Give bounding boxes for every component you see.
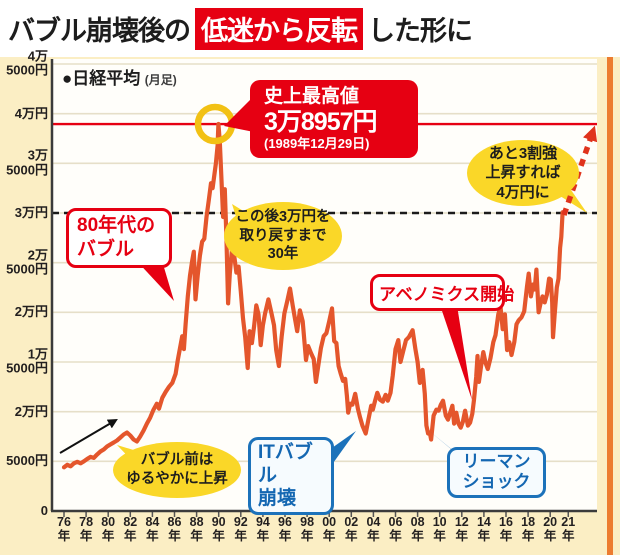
- recover-30y-bubble: この後3万円を 取り戻すまで 30年: [224, 202, 342, 270]
- x-tick-label: 86 年: [167, 515, 182, 544]
- x-tick-label: 92 年: [233, 515, 248, 544]
- recover-line3: 30年: [267, 246, 299, 263]
- bubble-80s-line2: バブル: [77, 238, 135, 260]
- bubble-80s-line1: 80年代の: [77, 215, 156, 236]
- x-tick-label: 06 年: [388, 515, 403, 544]
- record-high-title: 史上最高値: [264, 86, 360, 107]
- pre-bubble-trend-arrow-icon: [59, 418, 118, 454]
- title-bar: バブル崩壊後の 低迷から反転 した形に: [0, 0, 620, 57]
- x-tick-label: 04 年: [366, 515, 381, 544]
- x-tick-label: 10 年: [432, 515, 447, 544]
- x-tick-label: 78 年: [79, 515, 94, 544]
- abenomics-label: アベノミクス開始: [379, 285, 515, 304]
- it-bubble-line2: 崩壊: [258, 487, 297, 509]
- y-tick-label: 3万円: [14, 204, 48, 220]
- pre-bubble-line1: バブル前は: [140, 452, 214, 469]
- series-interval: (月足): [144, 73, 177, 87]
- bubble-80s-callout: 80年代の バブル: [66, 208, 172, 268]
- record-high-callout: 史上最高値 3万8957円 (1989年12月29日): [250, 80, 418, 158]
- y-tick-label: 0: [40, 502, 48, 518]
- x-tick-label: 98 年: [300, 515, 315, 544]
- abenomics-callout: アベノミクス開始: [370, 274, 514, 311]
- x-tick-label: 08 年: [410, 515, 425, 544]
- lehman-callout: リーマン ショック: [447, 447, 546, 498]
- x-tick-label: 18 年: [521, 515, 536, 544]
- it-bubble-line1: ITバブル: [258, 442, 313, 486]
- y-tick-label: 1万 5000円: [6, 346, 48, 376]
- recover-line2: 取り戻すまで: [239, 227, 327, 244]
- it-bubble-callout: ITバブル 崩壊: [248, 437, 334, 516]
- y-tick-label: 3万 5000円: [6, 148, 48, 178]
- x-tick-label: 94 年: [255, 515, 270, 544]
- x-tick-label: 80 年: [101, 515, 116, 544]
- title-suffix: した形に: [368, 15, 473, 46]
- y-tick-label: 4万 5000円: [6, 48, 48, 78]
- forecast-line3: 4万円に: [496, 183, 550, 201]
- x-tick-label: 96 年: [278, 515, 292, 544]
- forecast-line1: あと3割強: [488, 144, 558, 162]
- title-prefix: バブル崩壊後の: [8, 15, 191, 46]
- recover-line1: この後3万円を: [235, 208, 331, 225]
- x-tick-label: 88 年: [189, 515, 204, 544]
- pre-bubble-line2: ゆるやかに上昇: [126, 471, 228, 487]
- chart-series-label: ●日経平均 (月足): [62, 64, 177, 89]
- x-tick-label: 16 年: [499, 515, 513, 544]
- x-tick-label: 82 年: [123, 515, 138, 544]
- x-tick-label: 76 年: [57, 515, 71, 544]
- x-tick-label: 12 年: [454, 515, 469, 544]
- y-tick-label: 5000円: [6, 453, 48, 469]
- pre-bubble-bubble: バブル前は ゆるやかに上昇: [113, 442, 241, 498]
- y-tick-label: 2万円: [14, 403, 48, 419]
- nikkei-price-line: [61, 121, 565, 470]
- record-high-value: 3万8957円: [264, 107, 378, 136]
- forecast-bubble: あと3割強 上昇すれば 4万円に: [467, 140, 579, 206]
- record-high-date: (1989年12月29日): [264, 135, 370, 151]
- x-tick-label: 20 年: [543, 515, 558, 544]
- x-tick-label: 90 年: [211, 515, 226, 544]
- y-tick-label: 2万 5000円: [6, 247, 48, 277]
- it-bubble-pointer: [329, 431, 356, 466]
- lehman-line2: ショック: [462, 472, 531, 492]
- lehman-line1: リーマン: [462, 452, 531, 471]
- forecast-line2: 上昇すれば: [485, 164, 561, 182]
- nikkei-line-series: [61, 121, 565, 470]
- series-name: ●日経平均: [62, 69, 141, 88]
- x-tick-label: 02 年: [344, 515, 359, 544]
- right-edge-strip: [607, 57, 613, 555]
- page-title: バブル崩壊後の 低迷から反転 した形に: [8, 7, 473, 50]
- abenomics-pointer: [438, 299, 472, 400]
- y-tick-label: 4万円: [14, 105, 48, 121]
- y-tick-label: 2万円: [14, 304, 48, 320]
- x-tick-label: 00 年: [322, 515, 337, 544]
- record-high-pointer: [224, 96, 254, 132]
- title-highlight: 低迷から反転: [195, 7, 363, 50]
- x-tick-label: 14 年: [476, 515, 491, 544]
- x-tick-label: 21 年: [561, 515, 576, 544]
- x-tick-label: 84 年: [145, 515, 160, 544]
